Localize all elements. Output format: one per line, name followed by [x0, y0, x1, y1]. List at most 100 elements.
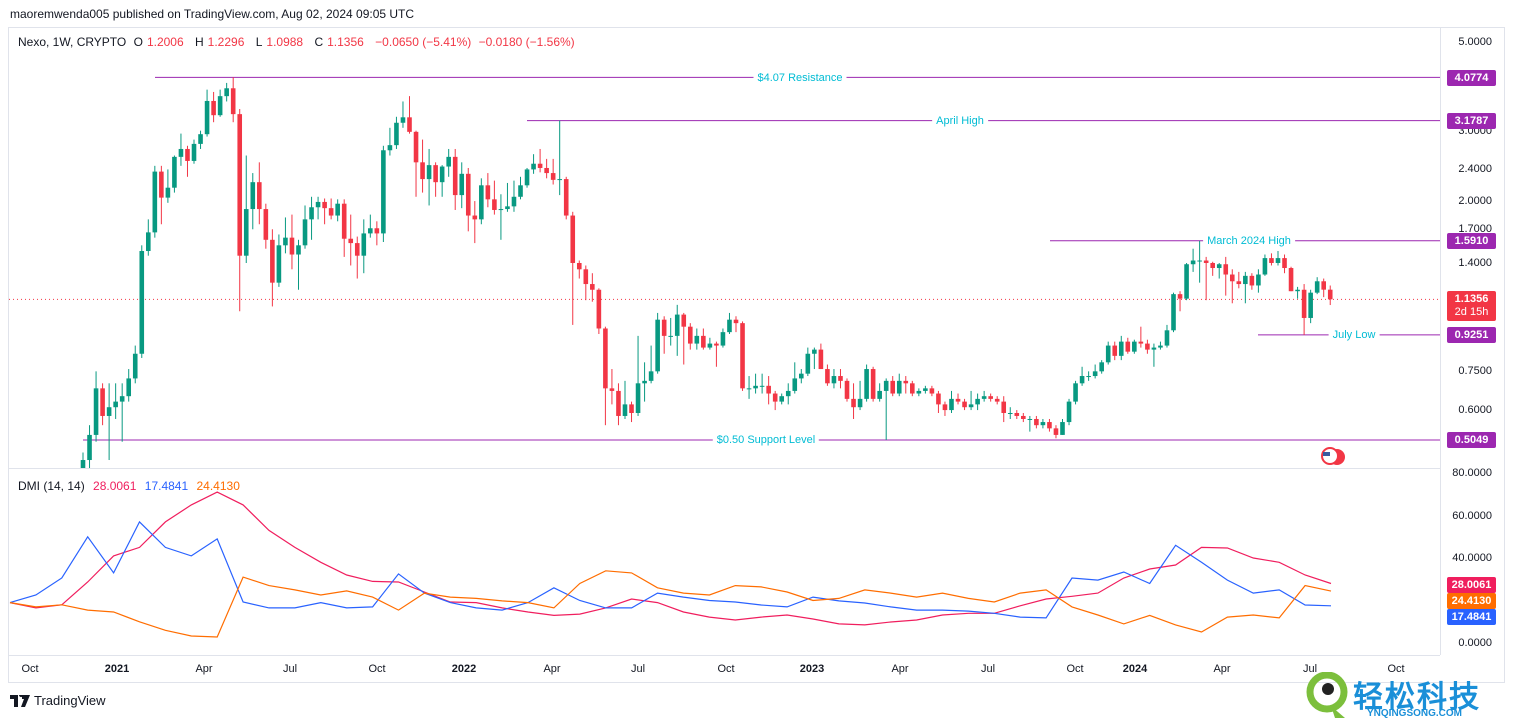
candle-body[interactable] [831, 376, 837, 384]
candle-body[interactable] [224, 88, 229, 97]
candle-body[interactable] [857, 398, 863, 408]
candle-body[interactable] [687, 326, 693, 344]
candle-body[interactable] [890, 380, 896, 394]
candle-body[interactable] [498, 209, 504, 211]
candle-body[interactable] [1138, 341, 1144, 344]
candle-body[interactable] [1066, 401, 1072, 423]
candle-body[interactable] [949, 398, 954, 411]
candle-body[interactable] [1223, 264, 1229, 275]
candle-body[interactable] [1034, 418, 1039, 426]
candle-body[interactable] [799, 373, 804, 379]
candle-body[interactable] [531, 163, 536, 170]
candle-body[interactable] [648, 371, 654, 381]
candle-body[interactable] [1216, 264, 1222, 269]
candle-body[interactable] [772, 393, 778, 402]
candle-body[interactable] [1269, 258, 1274, 263]
candle-body[interactable] [609, 388, 615, 391]
candle-body[interactable] [851, 398, 856, 408]
candle-body[interactable] [792, 378, 798, 391]
candle-body[interactable] [459, 173, 465, 196]
candle-body[interactable] [1073, 383, 1078, 402]
candle-body[interactable] [257, 182, 262, 210]
candle-body[interactable] [537, 163, 543, 168]
candle-body[interactable] [1086, 376, 1091, 378]
candle-body[interactable] [936, 393, 941, 405]
candle-body[interactable] [629, 404, 634, 413]
candle-body[interactable] [916, 390, 922, 394]
candle-body[interactable] [929, 388, 935, 394]
candle-body[interactable] [113, 401, 118, 408]
candle-body[interactable] [681, 314, 687, 327]
candle-body[interactable] [1079, 376, 1085, 384]
candle-body[interactable] [910, 383, 915, 394]
candle-body[interactable] [165, 187, 171, 198]
candle-body[interactable] [655, 319, 660, 372]
candle-body[interactable] [296, 245, 301, 255]
candle-body[interactable] [1040, 422, 1046, 426]
candle-body[interactable] [1236, 281, 1242, 285]
candle-body[interactable] [785, 390, 791, 397]
candle-body[interactable] [309, 207, 314, 220]
candle-body[interactable] [263, 209, 269, 240]
candle-body[interactable] [433, 165, 438, 183]
candle-body[interactable] [505, 206, 510, 210]
candle-body[interactable] [446, 156, 451, 167]
candle-body[interactable] [1099, 362, 1104, 372]
candle-body[interactable] [1145, 343, 1150, 350]
candle-body[interactable] [394, 122, 399, 146]
candle-body[interactable] [1001, 401, 1007, 413]
candle-body[interactable] [968, 404, 974, 408]
candle-body[interactable] [381, 150, 386, 234]
dmi-name[interactable]: DMI (14, 14) [18, 479, 85, 493]
candle-body[interactable] [1288, 268, 1294, 292]
candle-body[interactable] [191, 143, 197, 161]
candle-body[interactable] [1007, 412, 1013, 414]
candle-body[interactable] [942, 404, 948, 411]
pane-separator[interactable] [8, 468, 1440, 469]
candle-body[interactable] [1282, 258, 1287, 269]
candle-body[interactable] [439, 166, 445, 183]
candle-body[interactable] [524, 169, 530, 186]
candle-body[interactable] [674, 314, 680, 336]
candle-body[interactable] [1190, 260, 1196, 265]
candle-body[interactable] [1275, 258, 1281, 263]
candle-body[interactable] [80, 460, 86, 480]
candle-body[interactable] [753, 385, 758, 389]
candle-body[interactable] [1092, 371, 1098, 377]
candle-body[interactable] [230, 88, 236, 115]
candle-body[interactable] [701, 335, 706, 348]
candle-body[interactable] [322, 201, 327, 209]
candle-body[interactable] [452, 156, 458, 196]
candle-body[interactable] [348, 238, 354, 244]
candle-body[interactable] [420, 162, 425, 180]
dmi-series-adx[interactable] [9, 491, 1332, 626]
candle-body[interactable] [119, 396, 125, 402]
candle-body[interactable] [1125, 341, 1131, 352]
candle-body[interactable] [720, 332, 726, 346]
candle-body[interactable] [596, 289, 602, 329]
candle-body[interactable] [1327, 289, 1333, 300]
candle-body[interactable] [492, 199, 497, 210]
tradingview-brand[interactable]: TradingView [10, 693, 106, 708]
candle-body[interactable] [172, 156, 177, 188]
candle-body[interactable] [289, 237, 295, 255]
candle-body[interactable] [733, 319, 739, 324]
candle-body[interactable] [746, 388, 752, 390]
candle-body[interactable] [132, 353, 138, 379]
candle-body[interactable] [825, 369, 830, 384]
candle-body[interactable] [1262, 258, 1268, 275]
candle-body[interactable] [988, 396, 993, 399]
candle-body[interactable] [198, 134, 203, 144]
candle-body[interactable] [1171, 294, 1176, 331]
candle-body[interactable] [1118, 341, 1124, 356]
candle-body[interactable] [518, 185, 523, 197]
candle-body[interactable] [838, 376, 843, 381]
candle-body[interactable] [896, 380, 902, 394]
candle-body[interactable] [1151, 347, 1157, 350]
candle-body[interactable] [361, 233, 367, 256]
candle-body[interactable] [87, 434, 92, 461]
candle-body[interactable] [243, 209, 249, 256]
candle-body[interactable] [877, 390, 882, 399]
candle-body[interactable] [923, 388, 928, 391]
